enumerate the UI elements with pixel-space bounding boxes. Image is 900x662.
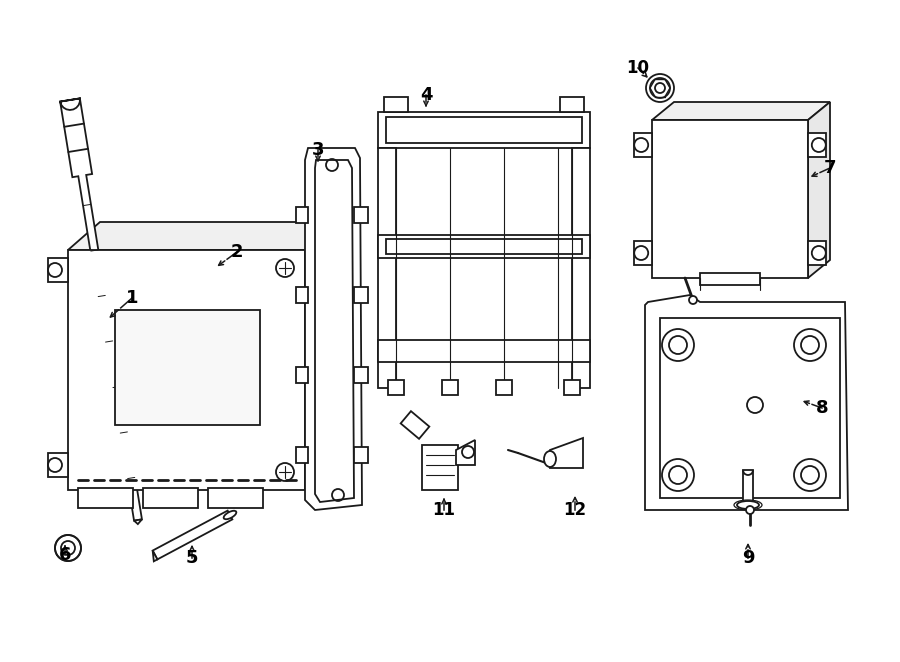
Polygon shape [550,438,583,468]
Polygon shape [354,447,368,463]
Text: 12: 12 [563,501,587,519]
Text: 3: 3 [311,141,324,159]
Circle shape [746,506,754,514]
Polygon shape [496,380,512,395]
Polygon shape [808,133,826,157]
Polygon shape [378,235,590,258]
Ellipse shape [224,511,237,519]
Polygon shape [68,222,337,250]
Polygon shape [305,222,337,490]
Ellipse shape [737,501,759,509]
Polygon shape [48,453,68,477]
Polygon shape [68,250,305,490]
Bar [700,273,760,285]
Polygon shape [808,102,830,278]
Polygon shape [354,287,368,303]
Polygon shape [305,148,362,510]
Polygon shape [296,207,308,223]
Circle shape [55,535,81,561]
Polygon shape [634,133,652,157]
Ellipse shape [544,451,556,467]
Polygon shape [153,551,157,561]
Polygon shape [378,112,590,148]
Circle shape [689,296,697,304]
Text: 1: 1 [126,289,139,307]
Polygon shape [134,520,142,524]
Polygon shape [422,445,458,490]
Text: 9: 9 [742,549,754,567]
Bar [743,470,753,505]
Polygon shape [296,447,308,463]
Polygon shape [400,411,429,439]
Polygon shape [634,241,652,265]
Bar [105,447,305,462]
Polygon shape [442,380,458,395]
Polygon shape [388,380,404,395]
Text: 11: 11 [433,501,455,519]
Polygon shape [652,102,830,120]
Polygon shape [456,440,475,465]
Bar [115,310,260,425]
Polygon shape [60,99,142,520]
Polygon shape [354,207,368,223]
Text: 4: 4 [419,86,432,104]
Circle shape [794,459,826,491]
Polygon shape [378,340,590,362]
Polygon shape [384,97,408,112]
Text: 7: 7 [824,159,836,177]
Polygon shape [564,380,580,395]
Circle shape [794,329,826,361]
Circle shape [646,74,674,102]
Bar [78,488,133,508]
Polygon shape [354,367,368,383]
Polygon shape [645,295,848,510]
Polygon shape [808,241,826,265]
Polygon shape [378,148,396,388]
Polygon shape [296,367,308,383]
Text: 5: 5 [185,549,198,567]
Polygon shape [652,120,808,278]
Bar [208,488,263,508]
Polygon shape [296,287,308,303]
Polygon shape [572,148,590,388]
Polygon shape [560,97,584,112]
Polygon shape [153,510,232,559]
Polygon shape [48,258,68,282]
Circle shape [662,459,694,491]
Text: 10: 10 [626,59,650,77]
Bar [143,488,198,508]
Text: 6: 6 [58,546,71,564]
Circle shape [662,329,694,361]
Text: 2: 2 [230,243,243,261]
Text: 8: 8 [815,399,828,417]
